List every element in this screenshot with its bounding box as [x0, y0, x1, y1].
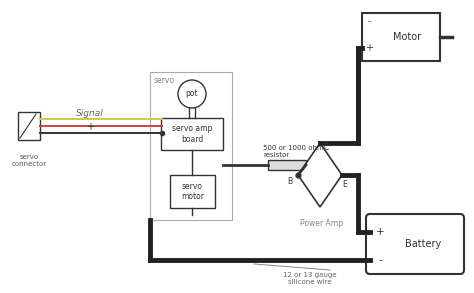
Text: servo
connector: servo connector [11, 154, 46, 167]
Text: B: B [287, 177, 292, 186]
Text: pot: pot [186, 89, 198, 98]
FancyBboxPatch shape [150, 72, 232, 220]
Polygon shape [298, 143, 342, 207]
FancyBboxPatch shape [268, 160, 306, 170]
Text: Signal: Signal [76, 109, 104, 118]
Text: +: + [376, 227, 384, 237]
Circle shape [178, 80, 206, 108]
Text: +: + [365, 43, 373, 53]
FancyBboxPatch shape [18, 112, 40, 140]
Text: 12 or 13 gauge
silicone wire: 12 or 13 gauge silicone wire [283, 272, 337, 285]
Text: servo
motor: servo motor [181, 182, 204, 201]
Text: Motor: Motor [393, 32, 421, 42]
Text: +: + [86, 122, 94, 132]
Text: C: C [324, 142, 329, 151]
Text: Battery: Battery [405, 239, 441, 249]
Text: Power Amp: Power Amp [300, 219, 343, 228]
Text: 500 or 1000 ohm
resistor: 500 or 1000 ohm resistor [263, 145, 324, 158]
Text: servo: servo [154, 76, 175, 85]
Text: -: - [367, 18, 371, 26]
FancyBboxPatch shape [366, 214, 464, 274]
Text: servo amp
board: servo amp board [172, 124, 212, 144]
FancyBboxPatch shape [170, 175, 215, 208]
FancyBboxPatch shape [161, 118, 223, 150]
FancyBboxPatch shape [362, 13, 440, 61]
Text: E: E [342, 180, 347, 189]
Text: -: - [378, 255, 382, 265]
